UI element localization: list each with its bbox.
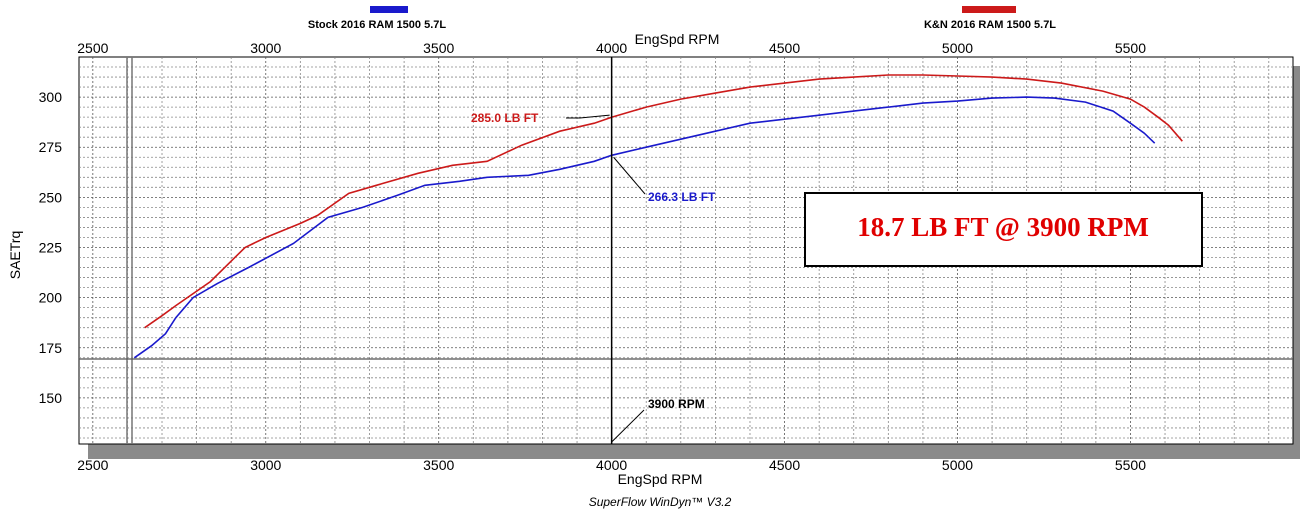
callout-text: 18.7 LB FT @ 3900 RPM [857,212,1149,242]
x-tick-top: 5500 [1115,40,1146,56]
x-tick-top: 4500 [769,40,800,56]
annotation-rpm-marker: 3900 RPM [648,397,705,411]
legend-label-kn: K&N 2016 RAM 1500 5.7L [924,19,1056,31]
y-tick: 275 [39,139,63,155]
x-tick-bottom: 5500 [1115,457,1146,473]
series-line-kn [144,74,1183,329]
y-tick: 250 [39,189,63,205]
annotation-stock-value: 266.3 LB FT [648,190,716,204]
x-tick-bottom: 3000 [250,457,281,473]
series-lines [133,74,1183,359]
y-tick: 200 [39,290,63,306]
x-tick-top: 3500 [423,40,454,56]
x-tick-bottom: 5000 [942,457,973,473]
x-tick-bottom: 4500 [769,457,800,473]
leader-line-stock [613,156,646,195]
annotations [79,57,1293,444]
x-axis-title-bottom: EngSpd RPM [618,471,703,487]
legend-swatch-stock [370,6,408,13]
series-line-stock [133,96,1156,359]
y-tick: 150 [39,390,63,406]
x-tick-top: 2500 [77,40,108,56]
x-axis-title-top: EngSpd RPM [635,31,720,47]
x-tick-top: 5000 [942,40,973,56]
y-tick: 225 [39,239,63,255]
callout-box [804,192,1203,267]
y-tick: 300 [39,89,63,105]
x-tick-bottom: 4000 [596,457,627,473]
y-tick: 175 [39,340,63,356]
x-tick-top: 4000 [596,40,627,56]
tick-labels: 2500 2500 3000 3000 3500 3500 4000 4000 4500 4500… [39,40,1147,473]
x-tick-bottom: 3500 [423,457,454,473]
software-footer: SuperFlow WinDyn™ V3.2 [589,495,732,509]
leader-line-kn [566,114,610,119]
y-axis-title: SAETrq [7,231,23,280]
annotation-kn-value: 285.0 LB FT [471,111,539,125]
x-tick-bottom: 2500 [77,457,108,473]
legend-label-stock: Stock 2016 RAM 1500 5.7L [308,19,446,31]
leader-line-rpm [611,409,645,443]
legend-swatch-kn [962,6,1016,13]
x-tick-top: 3000 [250,40,281,56]
